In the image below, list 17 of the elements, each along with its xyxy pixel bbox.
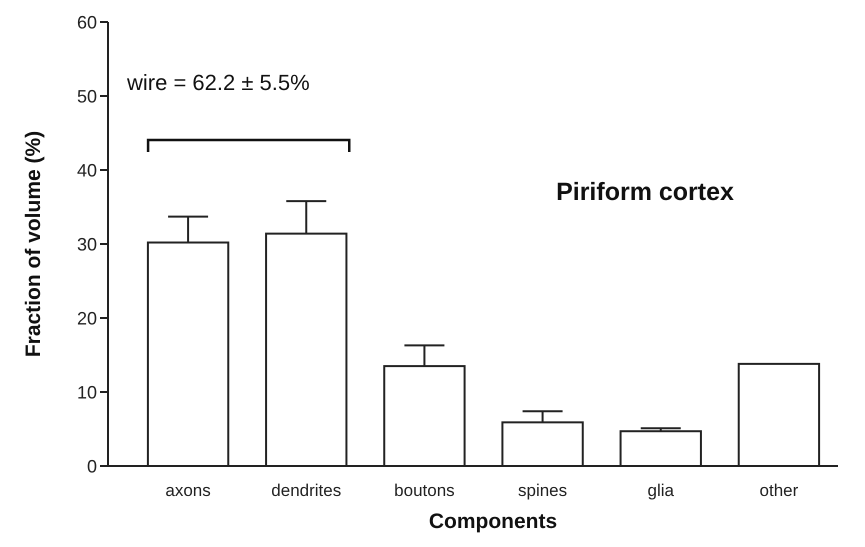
annotation: wire = 62.2 ± 5.5% xyxy=(126,70,310,95)
x-tick-label: axons xyxy=(165,481,211,500)
y-tick-label: 30 xyxy=(76,234,97,254)
y-tick-label: 0 xyxy=(86,456,97,476)
y-tick-label: 60 xyxy=(76,12,97,32)
y-tick-label: 20 xyxy=(76,308,97,328)
x-tick-label: dendrites xyxy=(271,481,342,500)
y-tick-label: 10 xyxy=(76,382,97,402)
y-axis-title: Fraction of volume (%) xyxy=(22,130,45,358)
x-tick-label: boutons xyxy=(394,481,455,500)
x-tick-label: other xyxy=(760,481,799,500)
text: Piriform cortex xyxy=(556,178,734,206)
x-axis-title: Components xyxy=(428,510,558,533)
x-tick-label: spines xyxy=(518,481,568,500)
x-tick-label: glia xyxy=(648,481,675,500)
y-tick-label: 50 xyxy=(76,86,97,106)
y-tick-label: 40 xyxy=(76,160,97,180)
